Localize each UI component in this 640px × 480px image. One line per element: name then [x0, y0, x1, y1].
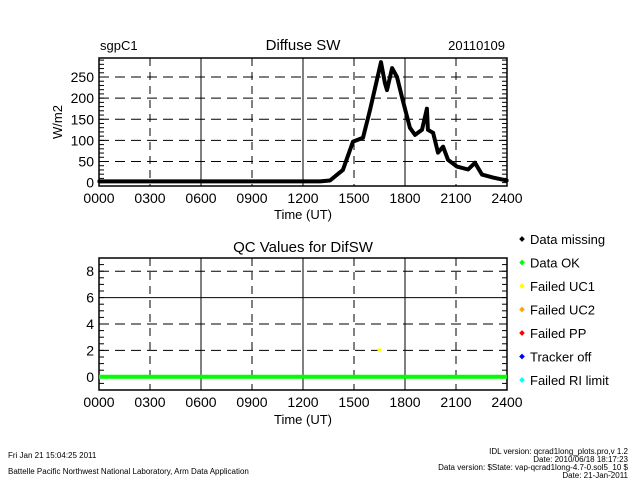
data-point — [148, 179, 152, 183]
x-tick-label: 1800 — [389, 190, 420, 206]
footer-idl-version: IDL version: qcrad1long_plots.pro,v 1.2 — [489, 447, 628, 456]
legend-label: Data missing — [530, 232, 605, 247]
data-point — [426, 128, 430, 132]
y-tick-label: 0 — [86, 175, 94, 191]
site-label: sgpC1 — [100, 38, 138, 53]
data-point — [383, 81, 387, 85]
data-point — [501, 178, 505, 182]
qc-legend: Data missing Data OK Failed UC1 Failed UC2 F… — [519, 232, 609, 388]
footer-idl-date: Date: 2010/06/18 18:17:23 — [533, 455, 628, 464]
footer-data-date: Date: 21-Jan-2011 — [562, 471, 628, 480]
footer-organization: Battelle Pacific Northwest National Labo… — [8, 467, 249, 476]
y-tick-label: 150 — [71, 111, 95, 127]
qc-plot: 0000 0300 0600 0900 1200 1500 1800 2100 2400 0 2 4 6… — [83, 257, 523, 410]
data-point — [431, 131, 435, 135]
legend-label: Failed PP — [530, 326, 586, 341]
legend-marker — [519, 353, 525, 360]
data-point — [408, 126, 412, 130]
x-tick-label: 2400 — [491, 394, 522, 410]
x-tick-label: 0600 — [185, 394, 216, 410]
x-tick-label: 1500 — [338, 190, 369, 206]
plot-frame — [98, 57, 508, 187]
legend-marker — [519, 259, 525, 266]
y-tick-label: 6 — [86, 290, 94, 306]
data-point — [441, 145, 445, 149]
x-tick-label: 0600 — [185, 190, 216, 206]
legend-label: Data OK — [530, 256, 580, 271]
diffuse-sw-plot: 0000 0300 0600 0900 1200 1500 1800 2100 2400 0 50 1… — [71, 57, 523, 206]
x-tick-label: 0300 — [134, 190, 165, 206]
x-tick-label: 1200 — [287, 394, 318, 410]
x-tick-label: 0900 — [236, 394, 267, 410]
qc-point-failed-uc1 — [377, 348, 382, 352]
legend-label: Failed UC2 — [530, 303, 595, 318]
data-point — [368, 108, 372, 112]
chart-title-qc: QC Values for DifSW — [233, 239, 374, 256]
data-point — [480, 173, 484, 177]
y-tick-label: 0 — [86, 369, 94, 385]
y-tick-label: 50 — [78, 153, 94, 169]
y-tick-label: 4 — [86, 316, 94, 332]
data-point — [318, 179, 322, 183]
data-point — [425, 107, 429, 111]
data-point — [491, 176, 495, 180]
y-tick-label: 8 — [86, 263, 94, 279]
x-tick-label: 2400 — [491, 190, 522, 206]
data-point — [250, 179, 254, 183]
data-point — [351, 140, 355, 144]
y-tick-label: 250 — [71, 69, 95, 85]
data-point — [400, 95, 404, 99]
y-tick-label: 200 — [71, 90, 95, 106]
x-axis-label-top: Time (UT) — [274, 207, 332, 222]
diffuse-sw-series-line — [99, 60, 508, 184]
y-tick-label: 2 — [86, 342, 94, 358]
footer-data-version: Data version: $State: vap-qcrad1long-4.7… — [438, 463, 628, 472]
x-tick-label: 2100 — [440, 190, 471, 206]
data-point — [436, 151, 440, 155]
data-point — [505, 179, 509, 183]
y-axis-label: W/m2 — [50, 105, 65, 139]
x-tick-label: 0300 — [134, 394, 165, 410]
x-tick-label: 0000 — [83, 190, 114, 206]
data-point — [446, 158, 450, 162]
data-point — [375, 78, 379, 82]
data-point — [341, 168, 345, 172]
legend-label: Tracker off — [530, 350, 592, 365]
data-point — [301, 179, 305, 183]
data-point — [97, 179, 101, 183]
date-label: 20110109 — [448, 38, 505, 53]
data-point — [385, 88, 389, 92]
legend-label: Failed UC1 — [530, 279, 595, 294]
y-tick-label: 100 — [71, 132, 95, 148]
legend-label: Failed RI limit — [530, 373, 609, 388]
legend-marker — [519, 283, 525, 289]
legend-marker — [519, 377, 525, 383]
footer-timestamp: Fri Jan 21 15:04:25 2011 — [8, 451, 97, 460]
x-tick-label: 0900 — [236, 190, 267, 206]
data-point — [379, 60, 383, 64]
data-point — [455, 165, 459, 169]
data-point — [420, 128, 424, 132]
data-point — [361, 136, 365, 140]
plot-frame — [98, 257, 508, 391]
data-point — [390, 66, 394, 70]
data-point — [328, 179, 332, 183]
x-tick-label: 1800 — [389, 394, 420, 410]
legend-marker — [519, 330, 525, 336]
data-point — [413, 133, 417, 137]
x-tick-label: 2100 — [440, 394, 471, 410]
legend-marker — [519, 306, 525, 313]
x-axis-label-bottom: Time (UT) — [274, 412, 332, 427]
x-tick-label: 1200 — [287, 190, 318, 206]
data-point — [395, 75, 399, 79]
data-point — [199, 179, 203, 183]
chart-title-diffuse-sw: Diffuse SW — [266, 37, 342, 54]
legend-marker — [519, 236, 525, 242]
data-point — [473, 161, 477, 165]
data-point — [466, 168, 470, 172]
x-tick-label: 0000 — [83, 394, 114, 410]
x-tick-label: 1500 — [338, 394, 369, 410]
